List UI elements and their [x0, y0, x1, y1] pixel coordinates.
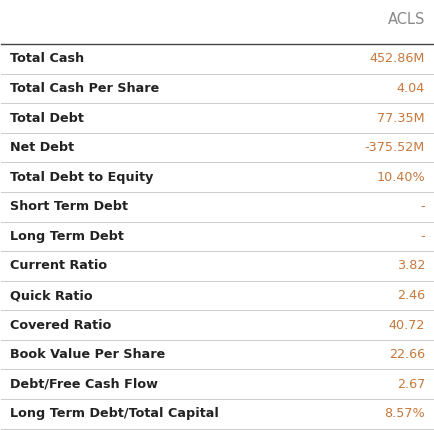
Text: Net Debt: Net Debt: [10, 141, 74, 154]
Text: 2.46: 2.46: [396, 289, 424, 302]
Text: 452.86M: 452.86M: [369, 52, 424, 65]
Text: Short Term Debt: Short Term Debt: [10, 200, 128, 213]
Text: Current Ratio: Current Ratio: [10, 259, 107, 273]
Text: 40.72: 40.72: [388, 319, 424, 332]
Text: Covered Ratio: Covered Ratio: [10, 319, 111, 332]
Text: Book Value Per Share: Book Value Per Share: [10, 348, 165, 361]
Text: 8.57%: 8.57%: [383, 407, 424, 420]
Text: 22.66: 22.66: [388, 348, 424, 361]
Text: Total Debt to Equity: Total Debt to Equity: [10, 171, 153, 184]
Text: Total Debt: Total Debt: [10, 111, 84, 125]
Text: 77.35M: 77.35M: [376, 111, 424, 125]
Text: 2.67: 2.67: [396, 378, 424, 391]
Text: Long Term Debt/Total Capital: Long Term Debt/Total Capital: [10, 407, 218, 420]
Text: Long Term Debt: Long Term Debt: [10, 230, 124, 243]
Text: 3.82: 3.82: [396, 259, 424, 273]
Text: -: -: [419, 200, 424, 213]
Text: Quick Ratio: Quick Ratio: [10, 289, 92, 302]
Text: -375.52M: -375.52M: [364, 141, 424, 154]
Text: Debt/Free Cash Flow: Debt/Free Cash Flow: [10, 378, 158, 391]
Text: ACLS: ACLS: [387, 12, 424, 27]
Text: Total Cash Per Share: Total Cash Per Share: [10, 82, 159, 95]
Text: Total Cash: Total Cash: [10, 52, 84, 65]
Text: 4.04: 4.04: [396, 82, 424, 95]
Text: -: -: [419, 230, 424, 243]
Text: 10.40%: 10.40%: [375, 171, 424, 184]
